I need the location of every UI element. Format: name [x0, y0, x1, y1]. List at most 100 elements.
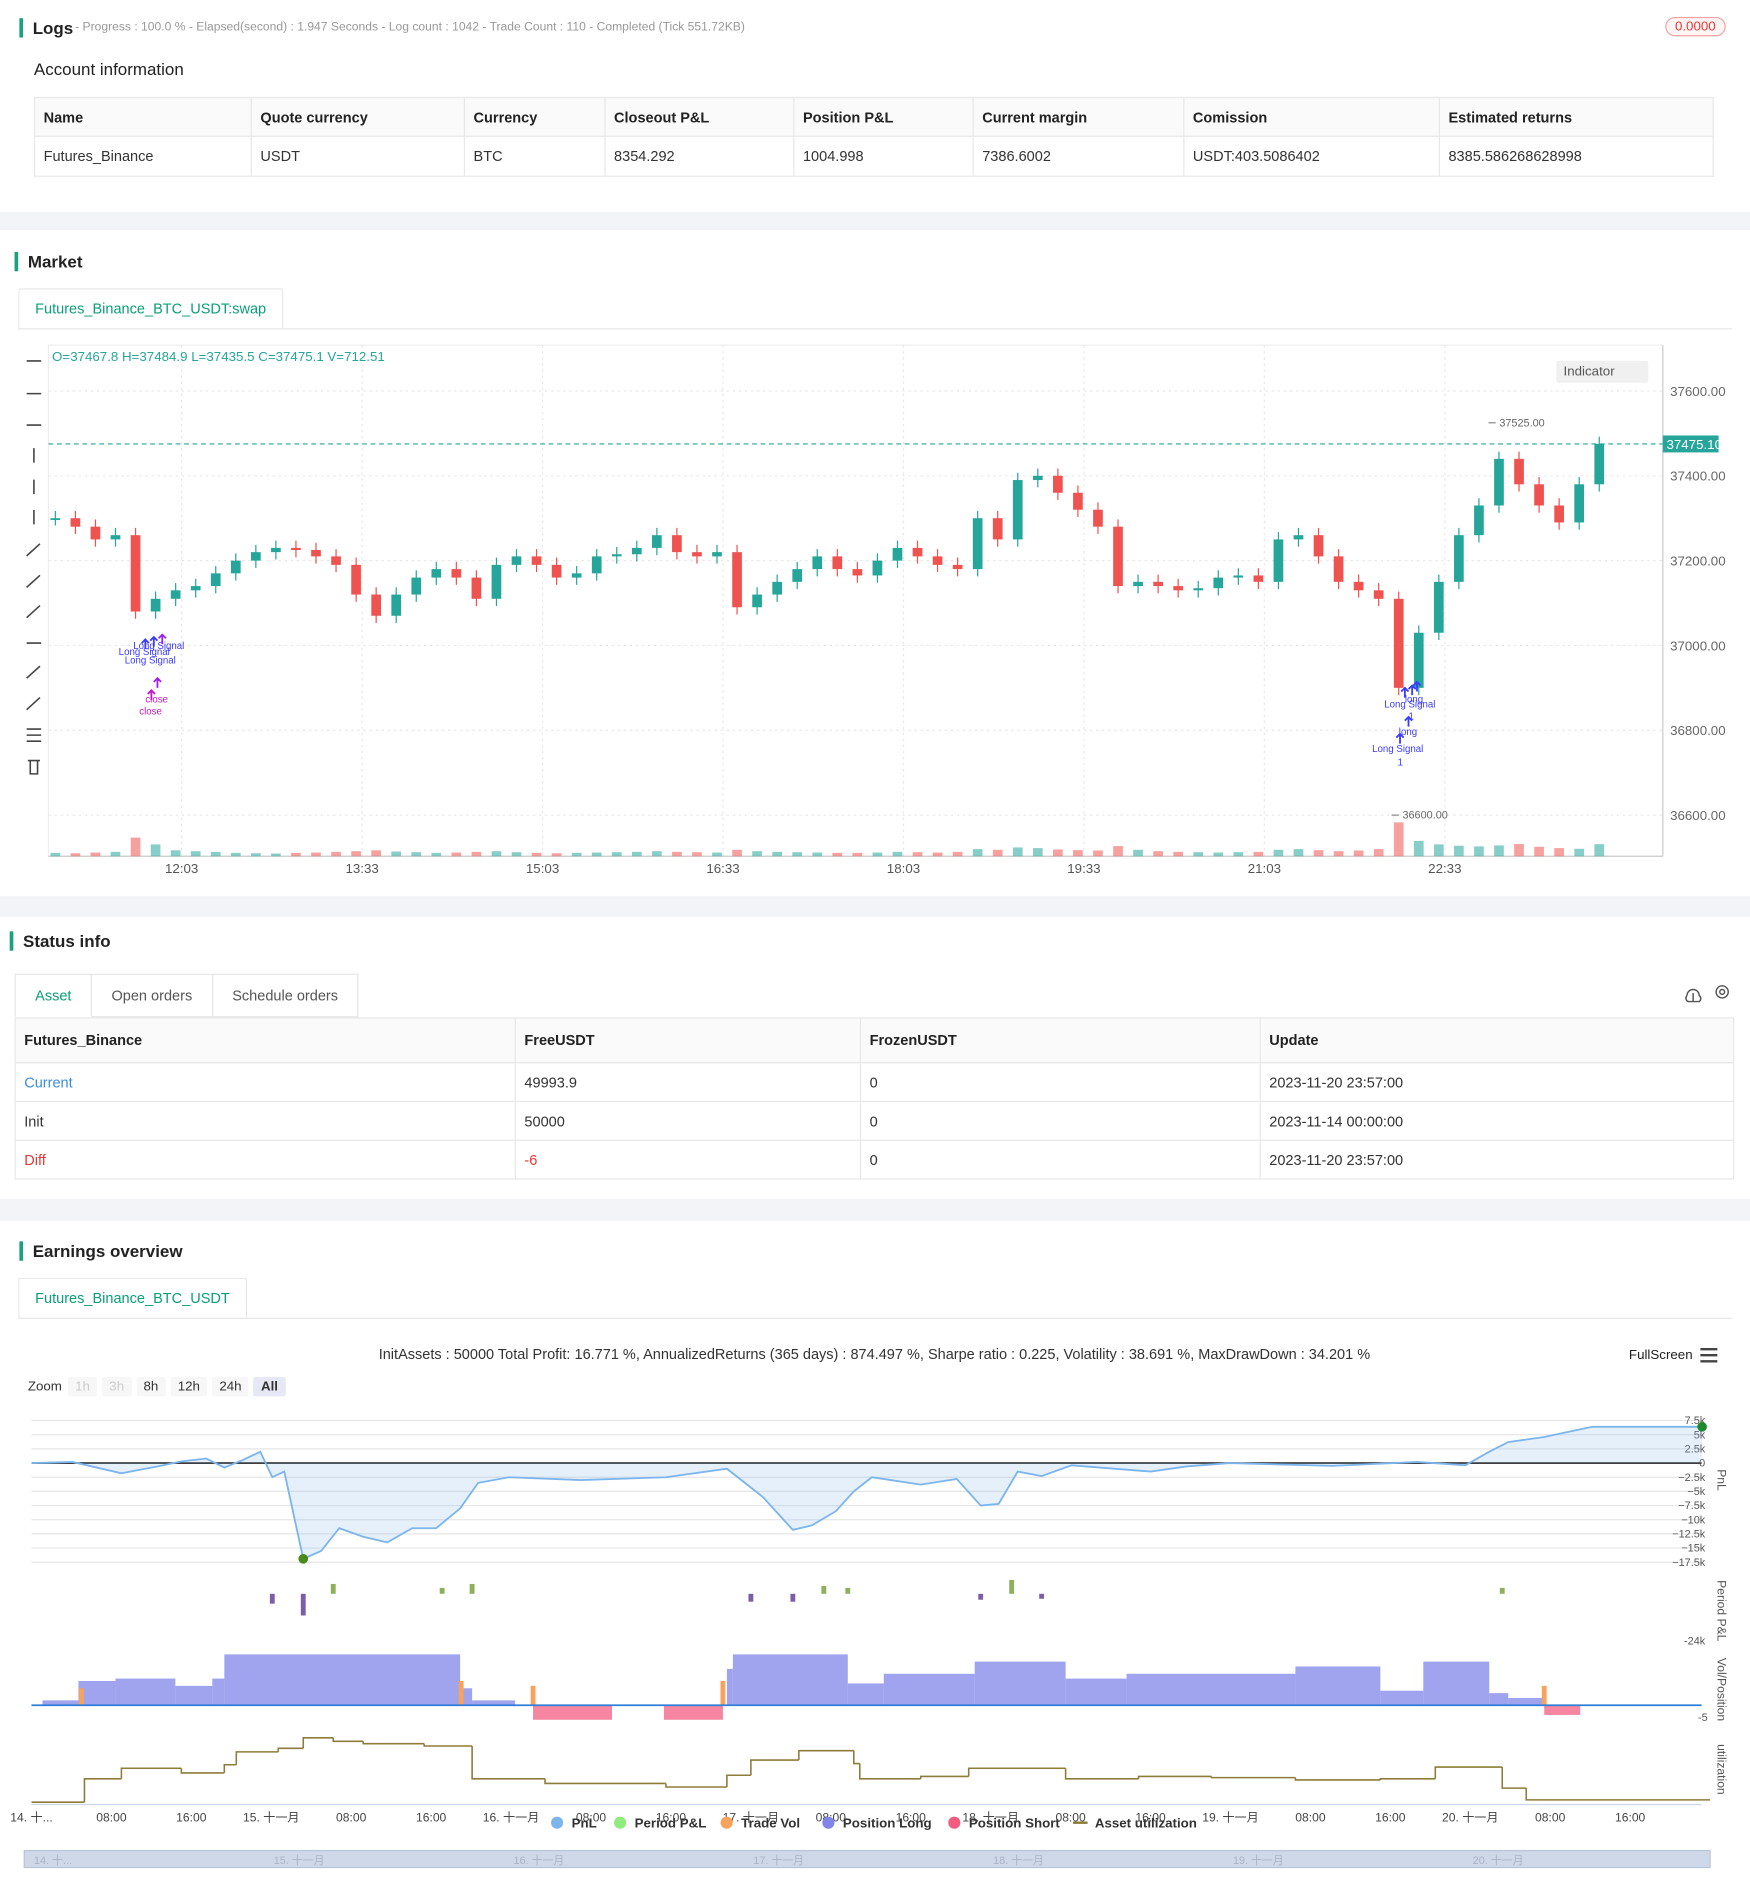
signal-label: Long Signal: [119, 647, 170, 658]
cell: 8354.292: [604, 135, 795, 177]
x-tick-label: 16:00: [1615, 1810, 1646, 1824]
volume-bar: [491, 851, 502, 857]
trade-vol-bar: [530, 1685, 536, 1706]
utilization-step: [1379, 1777, 1436, 1780]
zoom-button[interactable]: 1h: [67, 1377, 98, 1397]
legend-item[interactable]: Period P&L: [614, 1816, 706, 1831]
legend-label: Asset utilization: [1095, 1816, 1197, 1831]
signal-label: 1: [1409, 711, 1414, 722]
badge: 0.0000: [1665, 16, 1726, 37]
volume-bar: [1353, 850, 1364, 857]
utilization-step: [362, 1741, 425, 1745]
volume-bar: [992, 849, 1003, 857]
position-step: [663, 1705, 723, 1720]
pnl-area: [31, 1426, 1703, 1559]
zoom-button[interactable]: 12h: [170, 1377, 208, 1397]
signal-arrow: [141, 638, 150, 650]
zoom-button[interactable]: 3h: [102, 1377, 132, 1397]
volume-bar: [1113, 846, 1123, 857]
cell: 8385.586268628998: [1438, 135, 1714, 177]
signal-label: close: [145, 694, 168, 705]
period-bar: [1009, 1580, 1015, 1594]
signal-arrow: [153, 676, 162, 688]
x-tick-label: 15. 十一月: [243, 1810, 300, 1824]
cell: 0: [859, 1062, 1261, 1103]
indicator-button[interactable]: Indicator: [1556, 360, 1649, 383]
x-tick-label: 08:00: [1055, 1810, 1086, 1824]
utilization-step: [277, 1747, 304, 1752]
volume-bar: [1454, 845, 1464, 857]
navigator-label: 14. 十...: [34, 1853, 72, 1867]
trade-vol-bar: [1541, 1685, 1547, 1706]
legend-item[interactable]: Position Long: [822, 1816, 932, 1831]
volume-bar: [832, 852, 843, 857]
cell: -6: [514, 1139, 862, 1180]
position-step: [115, 1678, 176, 1706]
ohlc-label: O=37467.8 H=37484.9 L=37435.5 C=37475.1 …: [52, 349, 385, 364]
volume-bar: [411, 852, 422, 857]
volume-bar: [150, 844, 161, 857]
tab[interactable]: Schedule orders: [212, 973, 359, 1018]
extreme-dot: [298, 1553, 309, 1564]
navigator: [23, 1849, 1711, 1869]
cell: 2023-11-14 00:00:00: [1259, 1100, 1735, 1141]
volume-bar: [972, 849, 983, 857]
y-tick-label: 37200.00: [1670, 553, 1726, 568]
separator: [0, 211, 1750, 231]
market-tab[interactable]: Futures_Binance_BTC_USDT:swap: [18, 288, 284, 329]
position-step: [472, 1700, 516, 1706]
position-step: [883, 1673, 975, 1706]
cell: BTC: [463, 135, 606, 177]
navigator-label: 16. 十一月: [514, 1853, 565, 1867]
position-step: [974, 1661, 1066, 1706]
volume-bar: [371, 850, 381, 857]
x-tick-label: 21:03: [1248, 861, 1281, 876]
hamburger[interactable]: [1700, 1347, 1718, 1363]
legend-swatch: [720, 1816, 733, 1829]
utilization-step: [235, 1751, 279, 1765]
volume-bar: [1193, 852, 1204, 857]
volume-bar: [551, 853, 562, 857]
utilization-step: [726, 1774, 751, 1787]
extreme-dot: [1697, 1421, 1707, 1432]
period-bar: [439, 1587, 445, 1594]
status-title: Status info: [9, 931, 111, 951]
y-tick-label: 36800.00: [1670, 723, 1726, 738]
volume-bar: [1213, 852, 1224, 857]
y-tick-label: −2.5k: [1678, 1472, 1705, 1484]
zoom-button[interactable]: 8h: [136, 1377, 166, 1397]
navigator-label: 18. 十一月: [993, 1853, 1044, 1867]
legend-item[interactable]: PnL: [551, 1816, 597, 1831]
legend-item[interactable]: Trade Vol: [720, 1816, 801, 1831]
legend-label: PnL: [572, 1816, 597, 1831]
utilization-step: [1137, 1775, 1212, 1779]
market-title: Market: [14, 251, 83, 272]
cell: USDT: [250, 135, 466, 177]
zoom-button[interactable]: 24h: [212, 1377, 249, 1397]
volume-bar: [692, 852, 702, 857]
header-cell: Comission: [1183, 96, 1440, 137]
y-tick-label: 37400.00: [1670, 469, 1726, 484]
zoom-button[interactable]: All: [253, 1377, 286, 1397]
tab[interactable]: Asset: [14, 973, 93, 1018]
tab[interactable]: Open orders: [92, 973, 213, 1018]
earnings-tab[interactable]: Futures_Binance_BTC_USDT: [18, 1277, 247, 1318]
volume-bar: [351, 851, 361, 857]
volume-bar: [892, 851, 903, 857]
utilization-step: [544, 1778, 666, 1785]
status-icons[interactable]: [1685, 985, 1729, 1003]
header-cell: FrozenUSDT: [859, 1017, 1261, 1064]
volume-bar: [912, 852, 923, 857]
x-tick-label: 22:33: [1428, 861, 1461, 876]
plot-frame: [47, 344, 1664, 857]
volume-bar: [812, 852, 823, 857]
fullscreen[interactable]: FullScreen: [1628, 1347, 1693, 1363]
tab-line: [18, 1317, 1732, 1319]
utilization-step: [1525, 1788, 1711, 1801]
x-tick-label: 08:00: [576, 1810, 607, 1824]
legend-item[interactable]: Asset utilization: [1073, 1816, 1197, 1831]
legend-item[interactable]: Position Short: [948, 1816, 1060, 1831]
y-tick-label: −10k: [1681, 1514, 1705, 1526]
signal-label: close: [139, 707, 162, 718]
utilization-step: [665, 1783, 727, 1788]
